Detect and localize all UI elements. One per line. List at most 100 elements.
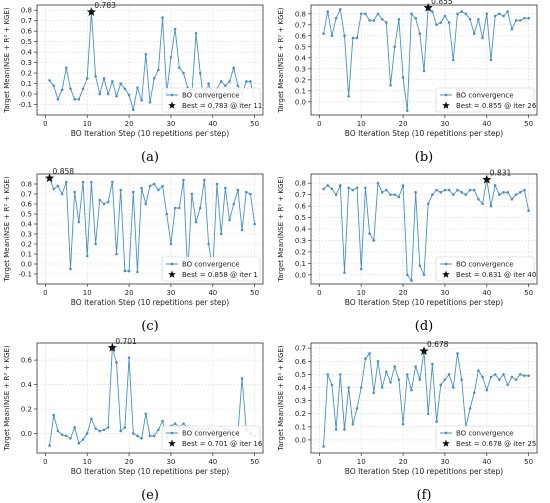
- data-point: [77, 220, 81, 224]
- data-point: [123, 87, 127, 91]
- y-axis-label: Target Mean(NSE + R² + KGE): [277, 176, 285, 283]
- data-point: [435, 420, 438, 423]
- data-point: [322, 187, 325, 191]
- data-point: [493, 184, 497, 187]
- y-axis-label: Target Mean(NSE + R² + KGE): [3, 345, 11, 452]
- data-point: [431, 362, 434, 366]
- y-tick-label: 0.4: [21, 381, 33, 389]
- y-tick-label: 0.3: [21, 231, 32, 239]
- x-tick-label: 40: [208, 458, 217, 466]
- legend-star-swatch: [442, 439, 450, 447]
- data-point: [443, 188, 447, 192]
- data-point: [326, 184, 330, 187]
- series-line: [49, 11, 256, 110]
- data-point: [219, 232, 223, 236]
- data-point: [77, 97, 81, 101]
- x-tick-label: 40: [208, 120, 217, 128]
- plot-frame: [36, 173, 264, 285]
- data-point: [119, 429, 123, 433]
- y-tick-label: 0.6: [21, 28, 33, 36]
- data-point: [69, 437, 72, 440]
- data-point: [338, 373, 342, 376]
- data-point: [94, 242, 97, 246]
- legend-best-label: Best = 0.701 @ iter 16: [182, 440, 263, 448]
- data-point: [460, 378, 463, 381]
- data-point: [81, 180, 85, 184]
- data-point: [493, 14, 497, 18]
- x-tick-label: 20: [125, 120, 134, 128]
- plot-frame: [310, 4, 538, 116]
- best-value-label: 0.855: [431, 0, 453, 6]
- x-tick-label: 40: [482, 458, 491, 466]
- y-tick-label: 0.4: [21, 221, 33, 229]
- data-point: [410, 388, 413, 392]
- legend-series-label: BO convergence: [182, 92, 240, 100]
- y-tick-label: 0.3: [295, 237, 306, 245]
- data-point: [364, 357, 367, 361]
- data-point: [418, 264, 422, 267]
- data-point: [364, 12, 367, 16]
- data-point: [410, 12, 413, 16]
- y-tick-label: 0.4: [21, 49, 33, 57]
- data-point: [464, 193, 468, 196]
- legend-series-label: BO convergence: [456, 261, 514, 269]
- data-point: [165, 212, 169, 216]
- chart-panel: 0 10 20 30 40 50 0.0 0.1 0.2 0.3 0.4 0.5 0.6 0.7 0.8 BO…: [277, 169, 538, 334]
- data-point: [98, 92, 102, 96]
- data-point: [90, 180, 93, 184]
- legend: BO convergence Best = 0.783 @ iter 11: [161, 87, 262, 113]
- data-point: [60, 88, 64, 92]
- data-point: [207, 82, 210, 85]
- data-point: [127, 356, 131, 359]
- best-value-label: 0.678: [427, 340, 449, 349]
- data-point: [115, 361, 118, 364]
- data-point: [439, 383, 443, 387]
- best-star-marker: [423, 2, 433, 12]
- data-point: [106, 92, 110, 96]
- data-point: [472, 32, 476, 35]
- data-point: [426, 412, 430, 416]
- data-point: [347, 386, 350, 389]
- legend-point-swatch: [170, 93, 174, 97]
- data-point: [355, 407, 359, 410]
- data-point: [161, 419, 164, 423]
- x-tick-label: 50: [524, 289, 533, 297]
- data-point: [60, 433, 64, 436]
- data-point: [85, 432, 89, 435]
- data-point: [81, 87, 85, 91]
- data-point: [355, 36, 359, 40]
- data-point: [405, 373, 409, 376]
- data-point: [431, 193, 434, 196]
- best-star-marker: [419, 346, 429, 356]
- data-point: [338, 184, 342, 187]
- data-point: [401, 184, 405, 187]
- data-point: [177, 206, 181, 210]
- data-point: [123, 269, 127, 273]
- y-tick-label: 0.4: [295, 54, 307, 62]
- data-point: [326, 10, 330, 13]
- x-tick-label: 0: [317, 289, 321, 297]
- data-point: [389, 84, 392, 87]
- legend: BO convergence Best = 0.701 @ iter 16: [161, 425, 263, 451]
- y-axis-label: Target Mean(NSE + R² + KGE): [3, 7, 11, 114]
- data-point: [439, 191, 443, 194]
- data-point: [219, 80, 223, 83]
- y-tick-label: 0.6: [21, 357, 33, 365]
- x-axis-label: BO Iteration Step (10 repetitions per st…: [71, 467, 229, 476]
- data-point: [447, 21, 451, 24]
- legend-star-swatch: [442, 270, 450, 278]
- data-point: [506, 191, 510, 194]
- data-point: [148, 101, 152, 104]
- data-point: [472, 188, 476, 192]
- data-point: [527, 209, 530, 212]
- data-point: [73, 190, 76, 194]
- legend: BO convergence Best = 0.678 @ iter 25: [435, 425, 536, 451]
- data-point: [198, 206, 202, 210]
- legend-box: [435, 425, 535, 451]
- data-point: [56, 429, 60, 433]
- x-tick-label: 50: [250, 120, 259, 128]
- data-point: [477, 18, 480, 21]
- legend-best-label: Best = 0.678 @ iter 25: [456, 440, 536, 448]
- data-point: [514, 378, 518, 381]
- legend-point-swatch: [444, 93, 448, 97]
